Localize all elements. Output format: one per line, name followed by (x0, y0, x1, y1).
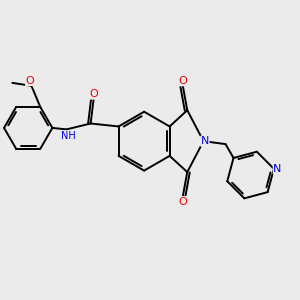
Text: N: N (273, 164, 282, 174)
Text: O: O (178, 196, 187, 206)
Text: O: O (89, 89, 98, 99)
Text: N: N (201, 136, 209, 146)
Text: O: O (26, 76, 34, 85)
Text: O: O (178, 76, 187, 86)
Text: NH: NH (61, 131, 75, 141)
